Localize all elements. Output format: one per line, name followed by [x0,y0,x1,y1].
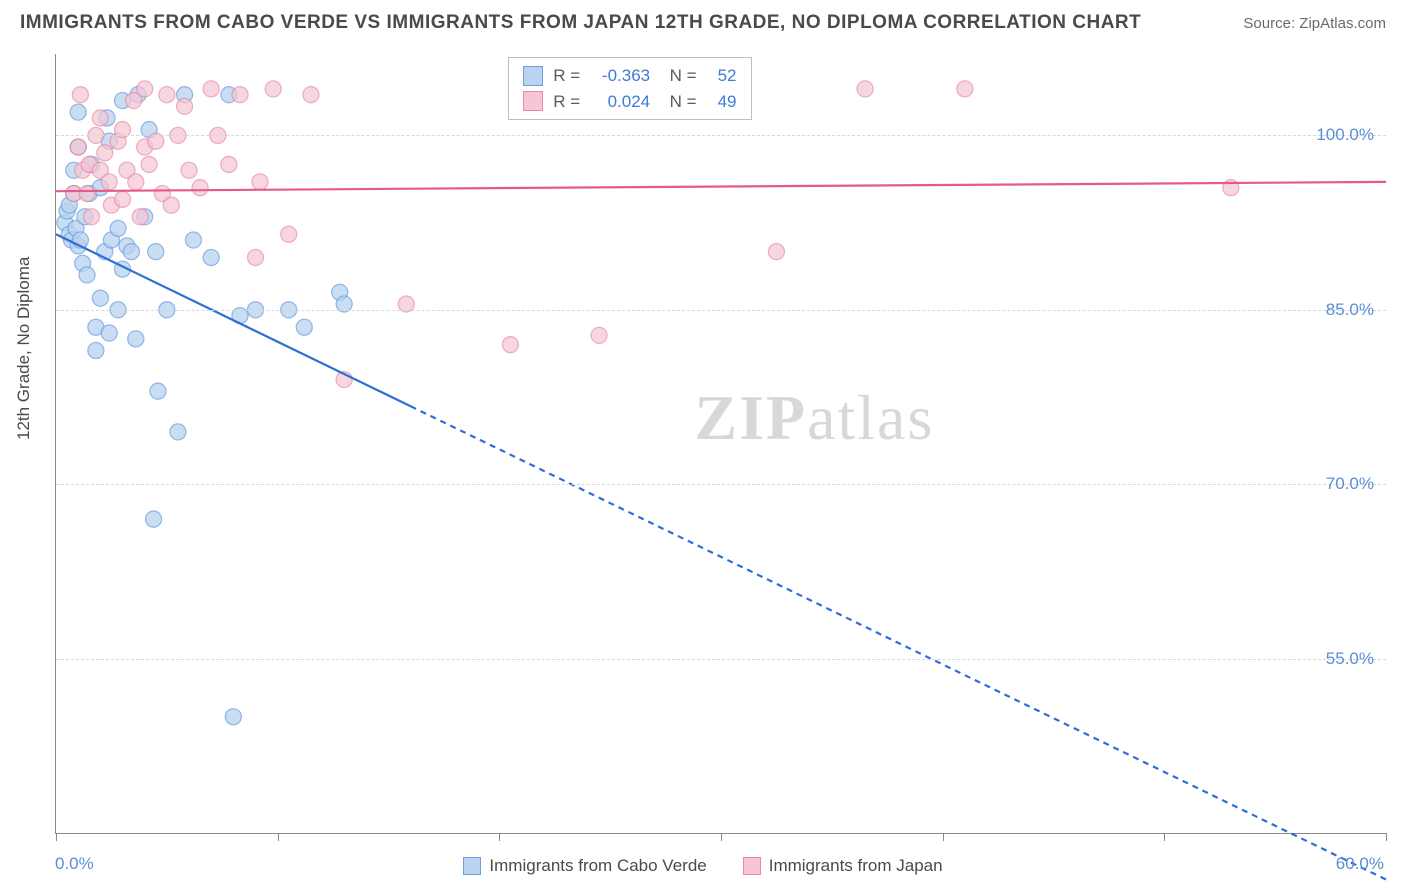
x-tick [721,833,722,841]
gridline [56,135,1386,136]
y-tick-label: 55.0% [1326,649,1374,669]
y-tick-label: 85.0% [1326,300,1374,320]
data-point [79,267,95,283]
legend-label: Immigrants from Japan [769,856,943,876]
data-point [265,81,281,97]
stats-legend-row: R = 0.024 N = 49 [523,89,736,115]
chart-title: IMMIGRANTS FROM CABO VERDE VS IMMIGRANTS… [20,12,1141,34]
data-point [70,139,86,155]
data-point [115,191,131,207]
data-point [203,249,219,265]
stats-legend-row: R = -0.363 N = 52 [523,63,736,89]
stat-r-value: 0.024 [590,89,650,115]
data-point [150,383,166,399]
data-point [591,327,607,343]
legend-item: Immigrants from Cabo Verde [463,856,706,876]
data-point [192,180,208,196]
data-point [128,174,144,190]
trend-line [56,234,411,406]
source-attribution: Source: ZipAtlas.com [1243,15,1386,32]
y-tick-label: 70.0% [1326,474,1374,494]
stats-legend-box: R = -0.363 N = 52 R = 0.024 N = 49 [508,57,751,120]
data-point [203,81,219,97]
data-point [957,81,973,97]
data-point [70,104,86,120]
data-point [146,511,162,527]
series-legend: Immigrants from Cabo Verde Immigrants fro… [0,856,1406,876]
data-point [159,87,175,103]
data-point [225,709,241,725]
data-point [141,156,157,172]
data-point [132,209,148,225]
legend-swatch [523,91,543,111]
data-point [857,81,873,97]
data-point [88,342,104,358]
data-point [232,87,248,103]
data-point [137,81,153,97]
data-point [101,174,117,190]
stat-r-label: R = [553,89,580,115]
gridline [56,484,1386,485]
x-tick [1386,833,1387,841]
legend-swatch [523,66,543,86]
data-point [177,98,193,114]
data-point [148,244,164,260]
legend-swatch [743,857,761,875]
data-point [83,209,99,225]
stat-n-value: 49 [707,89,737,115]
data-point [768,244,784,260]
x-tick [278,833,279,841]
x-tick [56,833,57,841]
y-axis-label: 12th Grade, No Diploma [14,257,34,440]
x-tick [1164,833,1165,841]
data-point [79,186,95,202]
data-point [185,232,201,248]
data-point [97,145,113,161]
data-point [248,249,264,265]
data-point [181,162,197,178]
data-point [281,226,297,242]
gridline [56,659,1386,660]
data-point [92,110,108,126]
data-point [92,290,108,306]
data-point [101,325,117,341]
stat-r-label: R = [553,63,580,89]
data-point [296,319,312,335]
trend-line-dashed [411,406,1386,879]
data-point [170,424,186,440]
legend-swatch [463,857,481,875]
source-label: Source: [1243,15,1299,32]
plot-svg [56,54,1386,833]
data-point [110,220,126,236]
stat-n-label: N = [660,63,696,89]
data-point [123,244,139,260]
data-point [221,156,237,172]
x-tick [499,833,500,841]
gridline [56,310,1386,311]
data-point [72,87,88,103]
x-tick [943,833,944,841]
stat-n-value: 52 [707,63,737,89]
y-tick-label: 100.0% [1316,125,1374,145]
data-point [252,174,268,190]
data-point [502,337,518,353]
legend-label: Immigrants from Cabo Verde [489,856,706,876]
data-point [163,197,179,213]
data-point [128,331,144,347]
source-link[interactable]: ZipAtlas.com [1299,15,1386,32]
legend-item: Immigrants from Japan [743,856,943,876]
stat-r-value: -0.363 [590,63,650,89]
data-point [303,87,319,103]
scatter-chart: ZIPatlas R = -0.363 N = 52 R = 0.024 N =… [55,54,1386,834]
stat-n-label: N = [660,89,696,115]
